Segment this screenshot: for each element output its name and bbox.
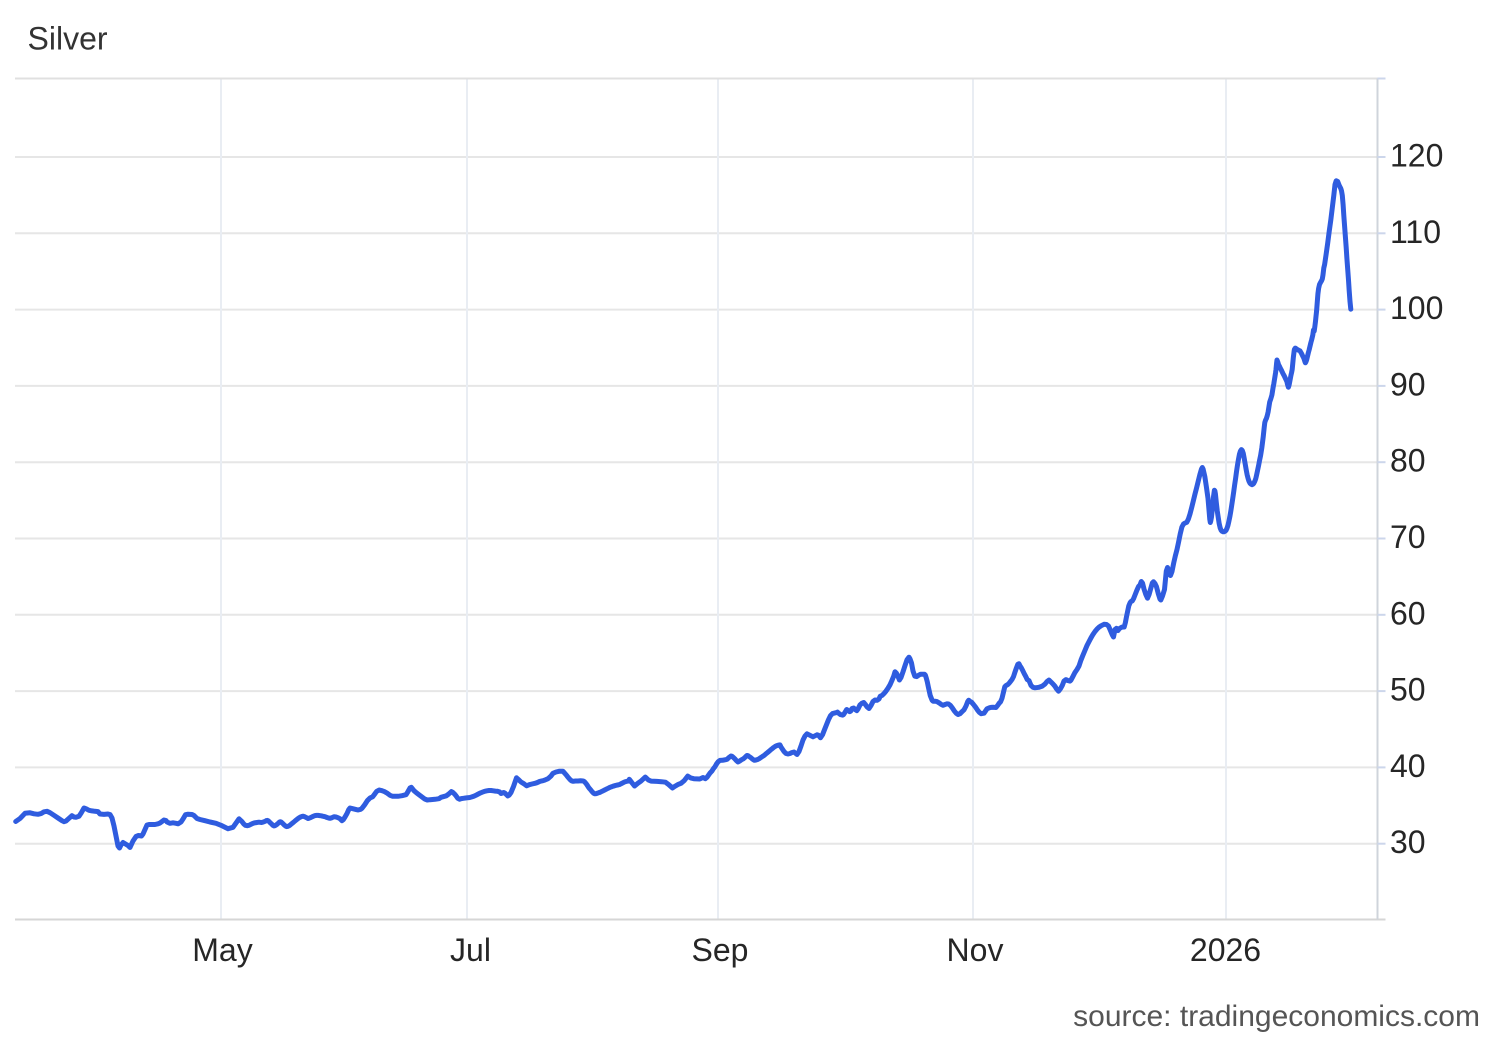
svg-text:Nov: Nov <box>947 932 1004 968</box>
svg-text:40: 40 <box>1390 748 1426 784</box>
svg-text:70: 70 <box>1390 519 1426 555</box>
svg-text:60: 60 <box>1390 595 1426 631</box>
svg-text:100: 100 <box>1390 290 1443 326</box>
svg-text:120: 120 <box>1390 138 1443 174</box>
svg-text:Silver: Silver <box>28 21 108 57</box>
svg-text:90: 90 <box>1390 366 1426 402</box>
svg-text:Sep: Sep <box>692 932 749 968</box>
svg-text:30: 30 <box>1390 824 1426 860</box>
svg-text:source: tradingeconomics.com: source: tradingeconomics.com <box>1073 1000 1480 1033</box>
svg-text:2026: 2026 <box>1190 932 1261 968</box>
svg-text:110: 110 <box>1390 214 1441 250</box>
svg-text:May: May <box>192 932 252 968</box>
svg-text:Jul: Jul <box>450 932 491 968</box>
svg-text:50: 50 <box>1390 672 1426 708</box>
svg-text:80: 80 <box>1390 443 1426 479</box>
